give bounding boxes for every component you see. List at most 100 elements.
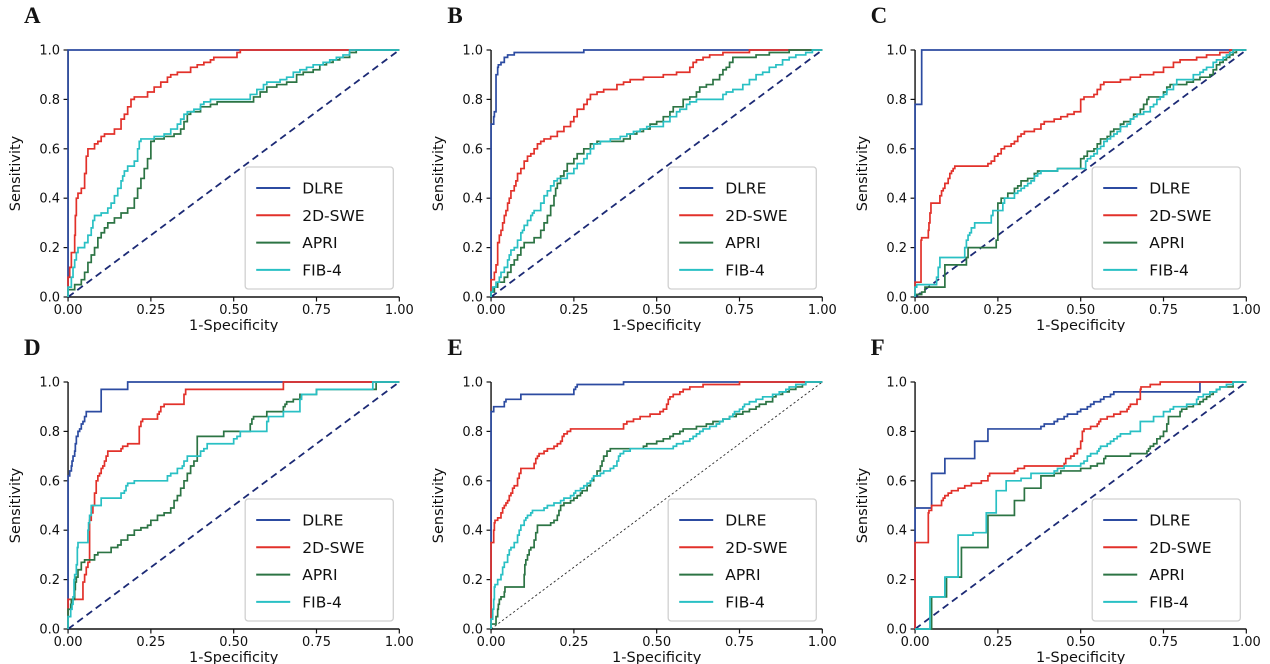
roc-curve-fib-4	[490, 49, 823, 297]
x-tick-label: 0.75	[725, 635, 754, 650]
y-tick-label: 0.4	[886, 192, 907, 207]
legend-label-dlre: DLRE	[302, 180, 343, 198]
y-tick-label: 0.4	[39, 192, 60, 207]
roc-curve-2d-swe	[67, 49, 400, 297]
roc-curve-fib-4	[490, 381, 823, 629]
roc-curve-fib-4	[67, 381, 400, 629]
x-axis-label: 1-Specificity	[612, 650, 702, 664]
y-tick-label: 0.6	[39, 142, 60, 157]
panel-label-a: A	[24, 3, 41, 28]
roc-curve-apri	[913, 49, 1246, 297]
y-tick-label: 0.0	[463, 291, 484, 306]
legend-label-apri: APRI	[1149, 566, 1184, 584]
y-tick-label: 0.4	[886, 524, 907, 539]
x-tick-label: 0.00	[54, 635, 83, 650]
legend-box	[1091, 498, 1241, 622]
legend-label-2d-swe: 2D-SWE	[726, 539, 788, 557]
roc-curve-2d-swe	[913, 49, 1246, 297]
y-tick-label: 0.2	[39, 573, 60, 588]
x-tick-label: 0.50	[643, 303, 672, 318]
y-tick-label: 0.0	[39, 623, 60, 638]
x-tick-label: 1.00	[385, 303, 414, 318]
x-tick-label: 0.25	[560, 303, 589, 318]
roc-curve-2d-swe	[490, 381, 823, 629]
x-tick-label: 0.25	[560, 635, 589, 650]
legend-label-fib-4: FIB-4	[1149, 593, 1189, 611]
legend-box	[244, 498, 394, 622]
y-tick-label: 0.0	[886, 623, 907, 638]
y-axis-label: Sensitivity	[8, 135, 24, 211]
legend-label-2d-swe: 2D-SWE	[302, 207, 364, 225]
roc-curve-dlre	[490, 49, 823, 297]
y-tick-label: 0.0	[463, 623, 484, 638]
roc-curve-apri	[67, 381, 400, 629]
legend-label-dlre: DLRE	[726, 180, 767, 198]
legend-label-2d-swe: 2D-SWE	[1149, 539, 1211, 557]
x-tick-label: 0.00	[900, 303, 929, 318]
y-tick-label: 0.6	[886, 142, 907, 157]
legend-label-dlre: DLRE	[1149, 180, 1190, 198]
y-tick-label: 0.8	[886, 93, 907, 108]
y-tick-label: 0.8	[886, 425, 907, 440]
y-tick-label: 0.6	[463, 474, 484, 489]
y-tick-label: 0.8	[39, 93, 60, 108]
legend-label-apri: APRI	[726, 234, 761, 252]
legend-label-fib-4: FIB-4	[302, 593, 342, 611]
y-tick-label: 1.0	[886, 44, 907, 59]
y-tick-label: 0.2	[886, 573, 907, 588]
y-tick-label: 0.2	[463, 573, 484, 588]
y-tick-label: 0.0	[886, 291, 907, 306]
legend-label-fib-4: FIB-4	[302, 261, 342, 279]
y-tick-label: 0.2	[463, 241, 484, 256]
x-tick-label: 1.00	[808, 303, 837, 318]
roc-curve-apri	[490, 381, 823, 629]
x-tick-label: 0.00	[900, 635, 929, 650]
roc-curve-dlre	[913, 381, 1246, 629]
roc-chart-f: 0.00 0.25 0.50 0.75 1.00 0.0 0.2 0.4 0.6 0.8 1.0 1-…	[855, 376, 1261, 664]
panel-d: D 0.00 0.25 0.50 0.75 1.00 0.0 0.2 0.4 0.6 0.8 1.0…	[0, 332, 423, 664]
roc-chart-c: 0.00 0.25 0.50 0.75 1.00 0.0 0.2 0.4 0.6 0.8 1.0 1-…	[855, 44, 1261, 332]
legend-label-fib-4: FIB-4	[726, 261, 766, 279]
roc-chart-b: 0.00 0.25 0.50 0.75 1.00 0.0 0.2 0.4 0.6 0.8 1.0 1-…	[431, 44, 837, 332]
y-tick-label: 1.0	[886, 376, 907, 391]
y-tick-label: 0.2	[39, 241, 60, 256]
x-tick-label: 0.75	[302, 303, 331, 318]
y-axis-label: Sensitivity	[855, 467, 871, 543]
panel-label-b: B	[447, 3, 463, 28]
x-tick-label: 0.50	[1066, 303, 1095, 318]
x-tick-label: 0.25	[136, 303, 165, 318]
x-axis-label: 1-Specificity	[189, 318, 279, 332]
legend-box	[244, 166, 394, 290]
y-axis-label: Sensitivity	[431, 467, 447, 543]
panel-label-d: D	[24, 335, 41, 360]
legend-label-2d-swe: 2D-SWE	[726, 207, 788, 225]
y-axis-label: Sensitivity	[855, 135, 871, 211]
x-tick-label: 0.25	[983, 635, 1012, 650]
x-tick-label: 0.75	[725, 303, 754, 318]
panel-b: B 0.00 0.25 0.50 0.75 1.00 0.0 0.2 0.4 0.6 0.8 1.0…	[423, 0, 846, 332]
legend-label-dlre: DLRE	[1149, 512, 1190, 530]
legend-label-apri: APRI	[1149, 234, 1184, 252]
x-axis-label: 1-Specificity	[612, 318, 702, 332]
x-tick-label: 1.00	[1231, 635, 1260, 650]
legend-box	[667, 498, 818, 622]
x-tick-label: 0.75	[1149, 303, 1178, 318]
legend-label-fib-4: FIB-4	[1149, 261, 1189, 279]
x-tick-label: 0.00	[54, 303, 83, 318]
roc-curve-fib-4	[914, 381, 1246, 630]
roc-chart-a: 0.00 0.25 0.50 0.75 1.00 0.0 0.2 0.4 0.6 0.8 1.0 1-…	[8, 44, 414, 332]
legend-label-apri: APRI	[726, 566, 761, 584]
y-tick-label: 1.0	[39, 44, 60, 59]
x-tick-label: 0.50	[219, 303, 248, 318]
y-tick-label: 0.6	[463, 142, 484, 157]
y-axis-label: Sensitivity	[8, 467, 24, 543]
roc-chart-e: 0.00 0.25 0.50 0.75 1.00 0.0 0.2 0.4 0.6 0.8 1.0 1-…	[431, 376, 837, 664]
legend-label-dlre: DLRE	[726, 512, 767, 530]
y-tick-label: 1.0	[463, 44, 484, 59]
legend-label-fib-4: FIB-4	[726, 593, 766, 611]
y-tick-label: 0.6	[886, 474, 907, 489]
x-tick-label: 1.00	[808, 635, 837, 650]
y-tick-label: 0.4	[39, 524, 60, 539]
x-tick-label: 0.50	[643, 635, 672, 650]
roc-curve-2d-swe	[913, 381, 1246, 629]
